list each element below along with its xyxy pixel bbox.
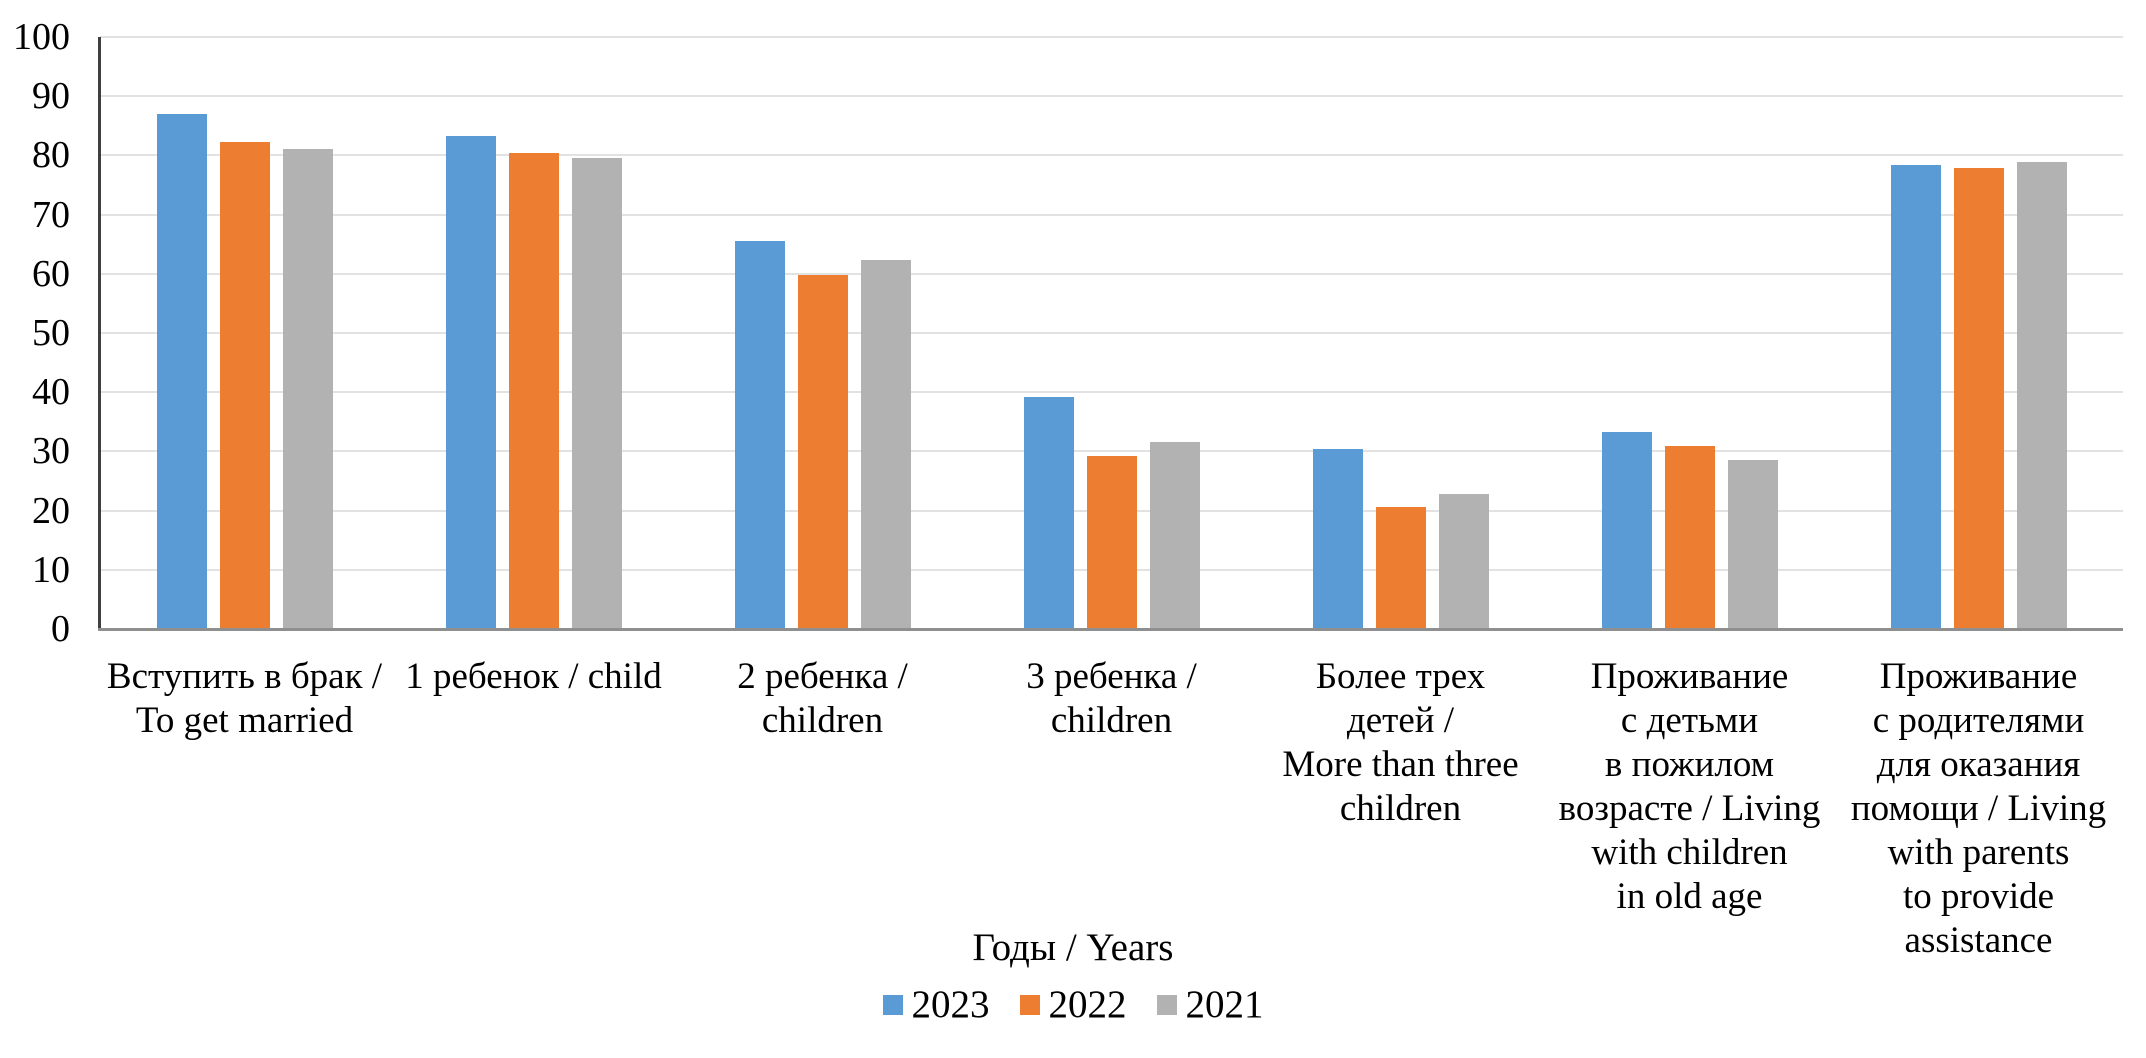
category-label-line: в пожилом (1604, 744, 1775, 785)
legend-item-2022: 2022 (1019, 983, 1127, 1027)
bar-2023-category-1 (156, 113, 207, 628)
bar-2021-category-7 (2016, 161, 2067, 628)
category-label-7: Проживание с родителями для оказания помощи… (1804, 655, 2146, 963)
y-axis-tick-label: 30 (32, 430, 70, 473)
y-axis-tick-label: 40 (32, 371, 70, 414)
category-label-line: 2 ребенка / (737, 656, 908, 697)
legend: Годы / Years 2023 2022 2021 (0, 925, 2146, 1027)
category-label-line: для оказания (1876, 744, 2081, 785)
gridline-100 (100, 36, 2123, 38)
category-label-line: children (1339, 788, 1462, 829)
bar-2021-category-6 (1727, 459, 1778, 628)
gridline-30 (100, 450, 2123, 453)
legend-label-2023: 2023 (911, 983, 990, 1026)
legend-label-2022: 2022 (1048, 983, 1127, 1026)
category-label-line: in old age (1616, 876, 1763, 917)
gridline-70 (100, 213, 2123, 216)
x-axis-line (98, 628, 2123, 631)
bar-2022-category-5 (1375, 507, 1426, 628)
category-label-6: Проживание с детьми в пожилом возрасте / Li… (1515, 655, 1864, 919)
category-label-2: 1 ребенок / child (359, 655, 708, 699)
category-label-line: Более трех (1315, 656, 1486, 697)
legend-label-2021: 2021 (1185, 983, 1264, 1026)
bar-2023-category-2 (445, 135, 496, 628)
y-axis-tick-label: 20 (32, 489, 70, 532)
gridline-90 (100, 95, 2123, 98)
category-label-line: помощи / Living (1850, 788, 2107, 829)
legend-item-2023: 2023 (882, 983, 990, 1027)
category-label-line: 3 ребенка / (1026, 656, 1197, 697)
legend-swatch-2022 (1019, 995, 1040, 1015)
gridline-50 (100, 332, 2123, 334)
category-label-line: assistance (1904, 920, 2053, 961)
category-label-line: 1 ребенок / child (405, 656, 662, 697)
category-label-line: To get married (135, 700, 354, 741)
bar-2023-category-3 (734, 241, 785, 628)
category-label-line: Проживание (1590, 656, 1789, 697)
category-label-line: с детьми (1620, 700, 1759, 741)
y-axis-tick-label: 70 (32, 193, 70, 236)
category-label-1: Вступить в брак / To get married (70, 655, 419, 743)
gridline-80 (100, 154, 2123, 157)
y-axis-tick-label: 10 (32, 548, 70, 591)
gridline-60 (100, 272, 2123, 275)
y-axis-tick-label: 90 (32, 75, 70, 118)
y-axis-line (98, 37, 101, 631)
category-label-line: More than three (1282, 744, 1519, 785)
category-label-line: детей / (1346, 700, 1455, 741)
gridline-40 (100, 391, 2123, 394)
bar-2022-category-2 (508, 153, 559, 628)
legend-swatch-2023 (882, 995, 903, 1015)
category-label-line: with parents (1887, 832, 2070, 873)
bar-2021-category-5 (1438, 494, 1489, 628)
bar-2022-category-6 (1664, 446, 1715, 628)
legend-title: Годы / Years (972, 926, 1174, 969)
category-label-line: с родителями (1872, 700, 2085, 741)
bar-2022-category-7 (1953, 168, 2004, 628)
legend-items: 2023 2022 2021 (0, 983, 2146, 1027)
category-label-line: to provide (1902, 876, 2055, 917)
y-axis-tick-label: 60 (32, 252, 70, 295)
category-label-line: children (1050, 700, 1173, 741)
y-axis-tick-label: 0 (51, 608, 70, 650)
legend-item-2021: 2021 (1156, 983, 1264, 1027)
y-axis-tick-label: 50 (32, 312, 70, 354)
bar-2021-category-3 (860, 260, 911, 628)
category-label-line: Вступить в брак / (106, 656, 383, 697)
bar-2022-category-4 (1086, 456, 1137, 628)
bar-2022-category-3 (797, 274, 848, 628)
bar-2023-category-5 (1312, 449, 1363, 628)
category-label-line: with children (1591, 832, 1788, 873)
category-label-4: 3 ребенка / children (937, 655, 1286, 743)
category-label-line: children (761, 700, 884, 741)
category-label-line: Проживание (1879, 656, 2078, 697)
bar-2021-category-1 (282, 148, 333, 628)
bar-2023-category-6 (1601, 431, 1652, 628)
category-label-5: Более трех детей / More than three children (1226, 655, 1575, 831)
bar-2021-category-4 (1149, 441, 1200, 628)
category-label-line: возрасте / Living (1558, 788, 1821, 829)
bar-2023-category-7 (1890, 164, 1941, 628)
category-label-3: 2 ребенка / children (648, 655, 997, 743)
legend-swatch-2021 (1156, 995, 1177, 1015)
bar-2022-category-1 (219, 142, 270, 628)
bar-2021-category-2 (571, 157, 622, 628)
y-axis-tick-label: 100 (13, 16, 70, 58)
y-axis-tick-label: 80 (32, 134, 70, 177)
bar-2023-category-4 (1023, 396, 1074, 628)
